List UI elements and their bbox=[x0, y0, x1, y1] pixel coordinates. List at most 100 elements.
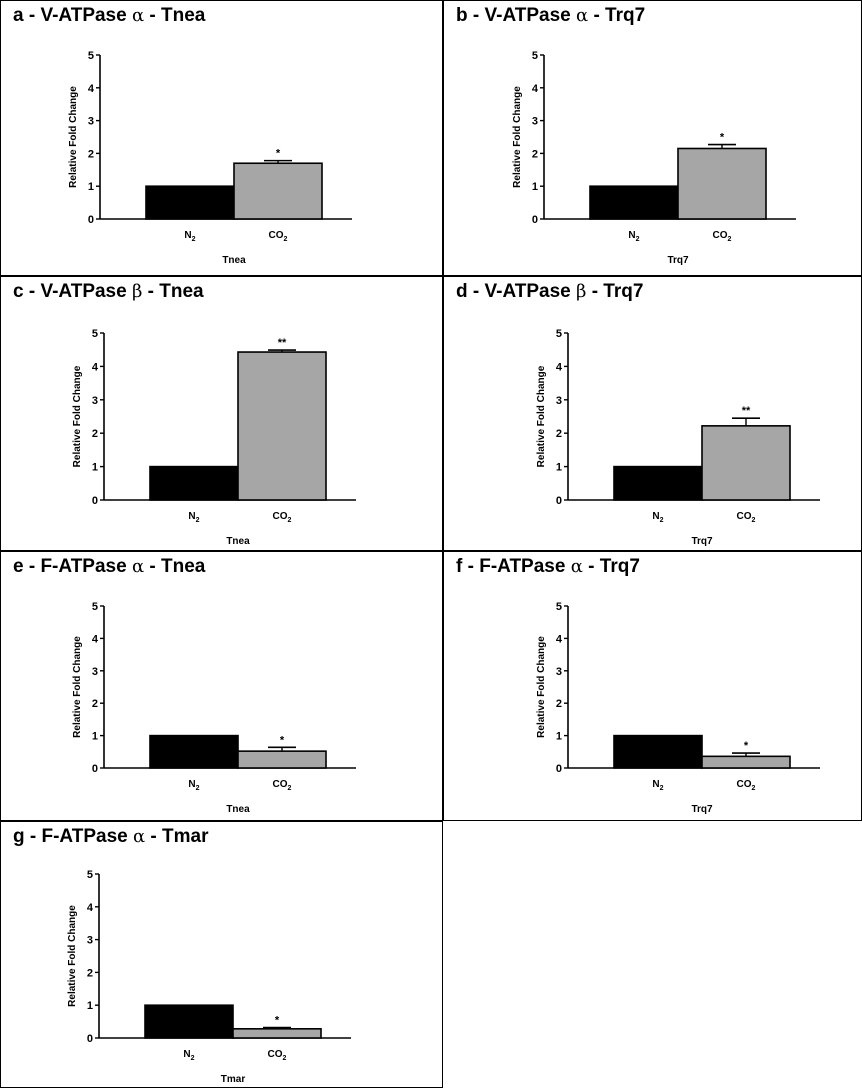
y-tick-label: 4 bbox=[556, 633, 563, 645]
chart-panel-b: b - V-ATPase α - Trq7 0 1 2 3 4 5 Relative Fold… bbox=[443, 0, 862, 276]
y-tick-label: 3 bbox=[88, 116, 94, 128]
x-tick-label-base: CO bbox=[273, 511, 288, 522]
y-tick-label: 5 bbox=[87, 869, 93, 881]
panel-title-greek: β bbox=[576, 281, 587, 302]
significance-marker: * bbox=[720, 132, 725, 144]
y-axis-label: Relative Fold Change bbox=[512, 86, 523, 188]
panel-title: d - V-ATPase β - Trq7 bbox=[456, 281, 643, 303]
y-tick-label: 3 bbox=[92, 395, 98, 407]
x-axis-label: Trq7 bbox=[691, 804, 713, 815]
y-tick-label: 5 bbox=[532, 50, 538, 62]
bar-co2 bbox=[237, 351, 327, 501]
y-axis-label: Relative Fold Change bbox=[536, 636, 547, 738]
x-tick-label-subscript: 2 bbox=[728, 236, 732, 243]
chart-panel-a: a - V-ATPase α - Tnea 0 1 2 3 4 5 Relative Fold… bbox=[0, 0, 443, 276]
x-tick-label: N2 bbox=[628, 230, 639, 243]
x-tick-label-base: N bbox=[652, 779, 659, 790]
y-tick-label: 4 bbox=[92, 361, 99, 373]
y-tick-label: 2 bbox=[532, 148, 538, 160]
bar-n2 bbox=[149, 465, 239, 501]
panel-title-prefix: b - V-ATPase bbox=[456, 5, 577, 26]
x-tick-label: CO2 bbox=[269, 230, 288, 243]
y-tick-label: 1 bbox=[532, 181, 538, 193]
panel-title: g - F-ATPase α - Tmar bbox=[13, 826, 209, 848]
y-tick-label: 3 bbox=[532, 116, 538, 128]
panel-title-greek: α bbox=[576, 5, 589, 26]
significance-marker: ** bbox=[278, 337, 287, 349]
significance-marker: * bbox=[744, 740, 749, 752]
x-axis-label: Trq7 bbox=[667, 255, 689, 266]
x-tick-label-base: CO bbox=[737, 779, 752, 790]
y-tick-label: 3 bbox=[556, 395, 562, 407]
panel-title: a - V-ATPase α - Tnea bbox=[13, 5, 205, 27]
chart-panel-e: e - F-ATPase α - Tnea 0 1 2 3 4 5 Relative Fold… bbox=[0, 551, 443, 821]
bar-n2 bbox=[149, 734, 239, 769]
y-tick-label: 3 bbox=[87, 935, 93, 947]
chart-panel-d: d - V-ATPase β - Trq7 0 1 2 3 4 5 Relative Fold… bbox=[443, 276, 862, 551]
x-tick-label-subscript: 2 bbox=[752, 785, 756, 792]
y-tick-label: 5 bbox=[556, 601, 562, 613]
x-axis-label: Tnea bbox=[226, 804, 250, 815]
panel-title-greek: α bbox=[570, 556, 583, 577]
x-tick-label-base: N bbox=[188, 511, 195, 522]
panel-title: b - V-ATPase α - Trq7 bbox=[456, 5, 645, 27]
y-tick-label: 5 bbox=[88, 50, 94, 62]
y-tick-label: 4 bbox=[88, 83, 95, 95]
x-axis-label: Tmar bbox=[221, 1074, 246, 1085]
bar-n2 bbox=[589, 185, 679, 220]
x-tick-label: CO2 bbox=[737, 511, 756, 524]
y-tick-label: 0 bbox=[92, 763, 98, 775]
y-tick-label: 2 bbox=[92, 698, 98, 710]
y-tick-label: 4 bbox=[532, 83, 539, 95]
panel-title: c - V-ATPase β - Tnea bbox=[13, 281, 204, 303]
y-axis-label: Relative Fold Change bbox=[72, 636, 83, 738]
x-tick-label-base: N bbox=[652, 511, 659, 522]
x-tick-label-subscript: 2 bbox=[196, 785, 200, 792]
bar-n2 bbox=[145, 185, 235, 220]
bar-co2 bbox=[701, 425, 791, 501]
panel-title-suffix: - Trq7 bbox=[582, 556, 640, 577]
y-axis-label: Relative Fold Change bbox=[68, 86, 79, 188]
bar-n2 bbox=[144, 1004, 234, 1039]
x-tick-label-subscript: 2 bbox=[192, 236, 196, 243]
x-tick-label-subscript: 2 bbox=[660, 785, 664, 792]
panel-title-suffix: - Trq7 bbox=[588, 5, 646, 26]
significance-marker: * bbox=[275, 1015, 280, 1027]
y-tick-label: 4 bbox=[92, 633, 99, 645]
panel-title-suffix: - Tnea bbox=[144, 5, 206, 26]
bar-co2 bbox=[233, 162, 323, 220]
panel-title-prefix: e - F-ATPase bbox=[13, 556, 132, 577]
bar-co2 bbox=[232, 1028, 322, 1039]
x-tick-label: CO2 bbox=[713, 230, 732, 243]
panel-title-prefix: g - F-ATPase bbox=[13, 826, 133, 847]
y-tick-label: 3 bbox=[556, 666, 562, 678]
y-tick-label: 2 bbox=[92, 428, 98, 440]
panel-title: f - F-ATPase α - Trq7 bbox=[456, 556, 640, 578]
panel-title-suffix: - Tmar bbox=[145, 826, 209, 847]
y-tick-label: 1 bbox=[92, 462, 98, 474]
bar-co2 bbox=[237, 750, 327, 769]
y-tick-label: 2 bbox=[88, 148, 94, 160]
y-tick-label: 0 bbox=[87, 1033, 93, 1045]
y-tick-label: 1 bbox=[556, 462, 562, 474]
y-tick-label: 1 bbox=[88, 181, 94, 193]
y-tick-label: 2 bbox=[556, 698, 562, 710]
y-tick-label: 4 bbox=[556, 361, 563, 373]
panel-title-greek: α bbox=[133, 826, 146, 847]
x-axis-label: Tnea bbox=[222, 255, 246, 266]
panel-title-greek: β bbox=[131, 281, 143, 302]
panel-title-suffix: - Tnea bbox=[142, 281, 204, 302]
x-tick-label-base: N bbox=[184, 230, 191, 241]
y-tick-label: 1 bbox=[556, 731, 562, 743]
panel-title-prefix: c - V-ATPase bbox=[13, 281, 132, 302]
significance-marker: * bbox=[280, 734, 285, 746]
x-tick-label: N2 bbox=[652, 779, 663, 792]
